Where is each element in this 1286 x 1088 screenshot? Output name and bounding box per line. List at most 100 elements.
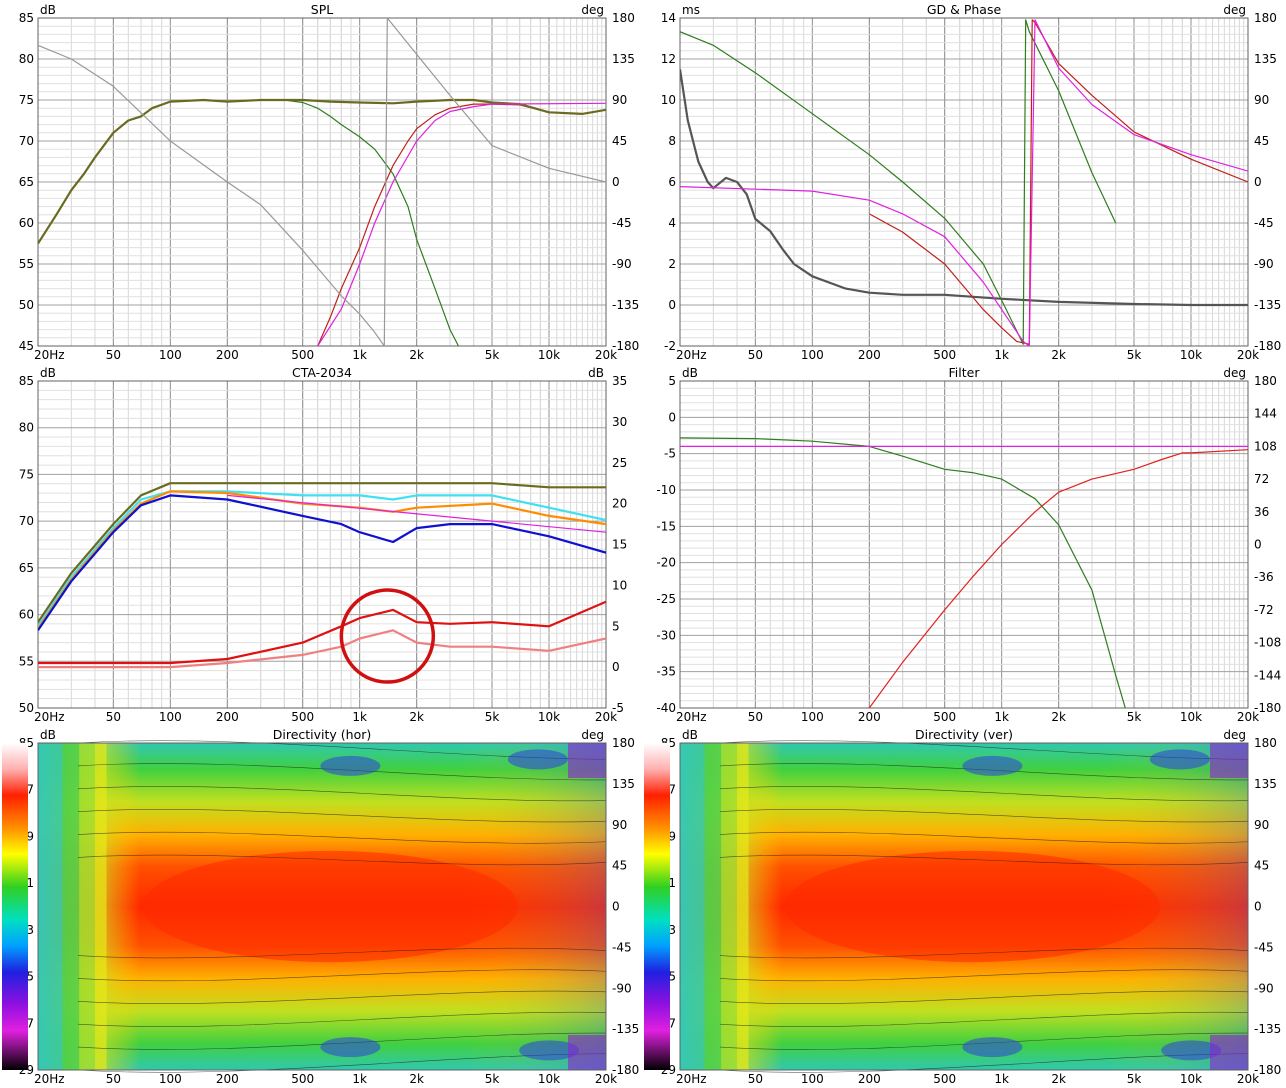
x-tick-label: 2k <box>1051 710 1066 724</box>
heatmap-band <box>704 743 722 1070</box>
heatmap-null-region <box>1210 1035 1248 1070</box>
heatmap-band <box>721 743 737 1070</box>
y2-tick-label: 135 <box>612 52 635 66</box>
y2-tick-label: -45 <box>1254 216 1274 230</box>
y-tick-label: 55 <box>19 257 34 271</box>
y-tick-label: 75 <box>19 93 34 107</box>
series-line-phase <box>38 18 606 346</box>
y2-axis-unit: deg <box>581 728 604 742</box>
y2-tick-label: -135 <box>1254 298 1281 312</box>
y2-tick-label: 30 <box>612 415 627 429</box>
heatmap-contour <box>77 786 607 1027</box>
y-tick-label: 5 <box>668 374 676 388</box>
series-line-slope <box>227 494 606 533</box>
y2-tick-label: -72 <box>1254 603 1274 617</box>
plot-background <box>38 381 606 708</box>
y2-tick-label: 45 <box>1254 859 1269 873</box>
y2-tick-label: 90 <box>1254 93 1269 107</box>
y2-tick-label: -90 <box>612 257 632 271</box>
x-tick-label: 500 <box>291 710 314 724</box>
x-tick-label: 20Hz <box>34 1072 65 1086</box>
x-tick-label: 100 <box>159 1072 182 1086</box>
x-tick-label: 500 <box>291 348 314 362</box>
x-tick-label: 100 <box>801 348 824 362</box>
x-tick-label: 5k <box>1127 348 1142 362</box>
y2-tick-label: 90 <box>612 818 627 832</box>
y2-tick-label: 10 <box>612 578 627 592</box>
y2-tick-label: -45 <box>1254 940 1274 954</box>
heatmap-null-region <box>320 755 381 776</box>
y2-tick-label: -45 <box>612 940 632 954</box>
series-line-highpass <box>868 449 1248 708</box>
plot-frame <box>37 742 607 1071</box>
y2-tick-label: 5 <box>612 619 620 633</box>
y-tick-label: -40 <box>656 701 676 715</box>
y2-tick-label: -108 <box>1254 636 1281 650</box>
y2-tick-label: -144 <box>1254 668 1281 682</box>
series-group <box>38 18 606 346</box>
series-line-lowpass <box>680 437 1126 708</box>
y-tick-label: 8 <box>668 134 676 148</box>
series-group <box>38 482 606 669</box>
x-tick-label: 200 <box>216 710 239 724</box>
x-tick-label: 10k <box>1180 710 1202 724</box>
series-line-summed <box>38 98 606 245</box>
heatmap-band <box>94 743 107 1070</box>
heatmap-band <box>680 743 705 1070</box>
x-tick-label: 100 <box>801 1072 824 1086</box>
heatmap-null-region <box>962 1037 1023 1058</box>
colorbar <box>644 743 670 1070</box>
y-axis-unit: dB <box>40 3 56 17</box>
heatmap-contour <box>77 808 607 1005</box>
series-group <box>680 19 1248 346</box>
y2-tick-label: 15 <box>612 538 627 552</box>
x-tick-label: 50 <box>106 710 121 724</box>
series-line-SP-DI <box>38 629 606 669</box>
y2-axis-unit: dB <box>588 366 604 380</box>
x-tick-label: 50 <box>748 348 763 362</box>
heatmap-null-region <box>1161 1040 1222 1061</box>
annotation-circle <box>339 588 436 684</box>
y2-tick-label: 135 <box>1254 52 1277 66</box>
plot-frame <box>37 380 607 709</box>
series-line-tweeter-phase <box>869 19 1248 345</box>
y2-tick-label: 25 <box>612 456 627 470</box>
x-tick-label: 20k <box>1237 348 1259 362</box>
y-tick-label: 55 <box>19 654 34 668</box>
y-tick-label: 85 <box>19 11 34 25</box>
y2-tick-label: -135 <box>1254 1022 1281 1036</box>
y-tick-label: 70 <box>19 134 34 148</box>
heatmap-band <box>736 743 749 1070</box>
heatmap-contour <box>719 786 1249 1027</box>
y2-tick-label: -180 <box>1254 701 1281 715</box>
y-tick-label: 2 <box>668 257 676 271</box>
y2-tick-label: -5 <box>612 701 624 715</box>
heatmap-null-region <box>1149 749 1210 770</box>
y2-tick-label: -180 <box>612 1063 639 1077</box>
y-tick-label: 0 <box>668 298 676 312</box>
series-line-target-phase <box>680 19 1248 346</box>
y2-tick-label: -90 <box>612 981 632 995</box>
x-tick-label: 20Hz <box>676 710 707 724</box>
y2-tick-label: 180 <box>612 11 635 25</box>
x-tick-label: 50 <box>748 1072 763 1086</box>
y-axis-unit: dB <box>40 728 56 742</box>
y-tick-label: 60 <box>19 216 34 230</box>
y-tick-label: 60 <box>19 608 34 622</box>
heatmap-null-region <box>1210 743 1248 778</box>
x-tick-label: 2k <box>1051 348 1066 362</box>
y2-tick-label: -45 <box>612 216 632 230</box>
x-tick-label: 500 <box>291 1072 314 1086</box>
panel-directivity-hor-: Directivity (hor) dB deg 20Hz 50 100 200 500 1k 2… <box>2 727 639 1086</box>
y2-axis-unit: deg <box>1223 366 1246 380</box>
heatmap-null-region <box>507 749 568 770</box>
panel-directivity-ver-: Directivity (ver) dB deg 20Hz 50 100 200 500 1k 2… <box>644 727 1281 1086</box>
y2-tick-label: 45 <box>1254 134 1269 148</box>
y2-tick-label: 135 <box>612 777 635 791</box>
y-axis-unit: dB <box>682 728 698 742</box>
y2-tick-label: 0 <box>1254 175 1262 189</box>
plot-frame <box>679 742 1249 1071</box>
y-tick-label: 0 <box>668 410 676 424</box>
x-tick-label: 100 <box>801 710 824 724</box>
